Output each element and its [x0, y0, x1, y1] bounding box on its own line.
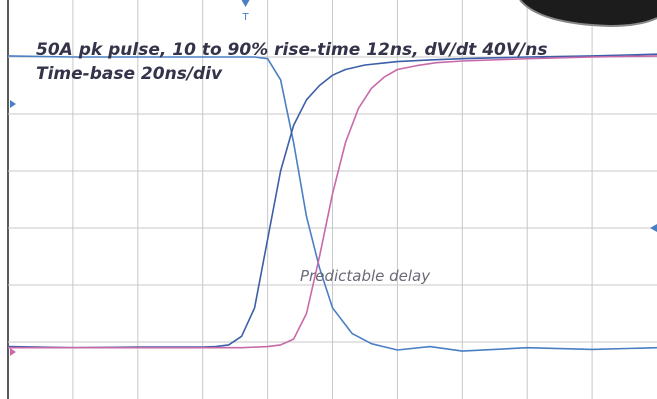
trace-line-3: [8, 55, 657, 349]
annotation-predictable-delay: Predictable delay: [300, 267, 431, 285]
trigger-marker: [241, 0, 250, 7]
trace-line-2: [7, 53, 657, 349]
chart-subtitle: Time-base 20ns/div: [36, 64, 223, 84]
level-marker-right: [650, 224, 657, 232]
ch1-marker: [10, 100, 16, 108]
chart-title: 50A pk pulse, 10 to 90% rise-time 12ns, …: [36, 40, 548, 60]
marker-glyphs: T: [10, 0, 657, 356]
ch2-marker: [10, 348, 16, 356]
pad-shadow-corner: [500, 0, 657, 30]
trigger-glyph: T: [242, 12, 250, 23]
traces: [7, 53, 657, 352]
trace-line-1: [7, 55, 657, 352]
